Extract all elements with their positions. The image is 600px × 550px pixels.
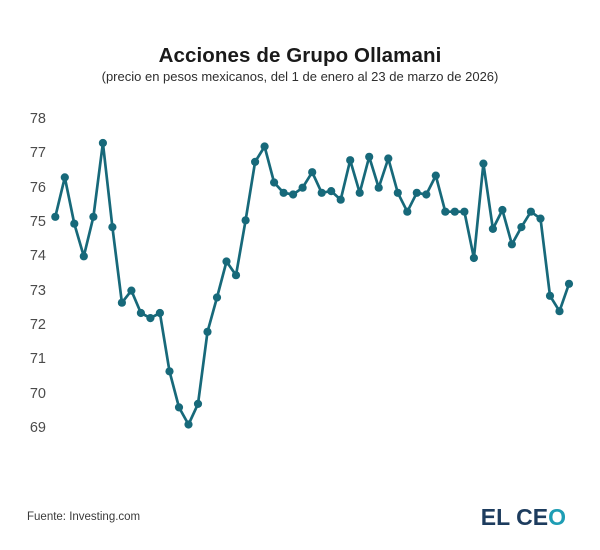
data-point	[374, 183, 383, 192]
data-point	[184, 420, 193, 429]
data-point	[165, 367, 174, 376]
data-point	[517, 223, 526, 232]
data-point	[212, 293, 222, 302]
data-point	[51, 212, 60, 221]
data-point	[146, 314, 155, 323]
el-ceo-logo: EL CEO	[481, 504, 566, 531]
data-point	[117, 298, 126, 307]
data-point	[308, 168, 317, 177]
data-point	[346, 156, 355, 165]
data-point	[336, 195, 345, 204]
data-point	[251, 157, 260, 166]
data-point	[155, 308, 164, 318]
price-line	[53, 141, 571, 426]
data-point	[488, 224, 497, 233]
data-point	[469, 253, 478, 263]
chart-subtitle: (precio en pesos mexicanos, del 1 de ene…	[101, 69, 499, 84]
y-tick-label: 72	[29, 316, 46, 333]
data-point	[174, 403, 184, 412]
y-tick-label: 70	[29, 385, 46, 402]
data-point	[108, 223, 117, 232]
data-point	[279, 188, 288, 197]
logo-text-teal: O	[548, 504, 566, 530]
data-point	[203, 327, 212, 336]
data-point	[193, 399, 203, 408]
data-point	[60, 173, 69, 182]
data-point	[536, 214, 545, 223]
data-point	[526, 207, 536, 216]
data-point	[317, 188, 326, 197]
y-tick-label: 69	[29, 419, 46, 436]
y-tick-label: 71	[29, 351, 46, 368]
y-tick-label: 75	[29, 213, 46, 230]
data-point	[393, 188, 402, 197]
data-point	[298, 183, 307, 192]
logo-text-navy: EL CE	[480, 504, 549, 530]
data-point	[89, 212, 98, 221]
data-point	[136, 308, 145, 318]
data-point	[327, 187, 336, 196]
y-tick-label: 78	[29, 111, 46, 127]
data-point	[222, 257, 231, 266]
data-point	[289, 190, 298, 199]
data-point	[270, 178, 279, 187]
data-point	[422, 190, 431, 199]
data-point	[460, 207, 469, 216]
data-point	[564, 279, 574, 288]
y-tick-label: 76	[29, 179, 46, 196]
data-point	[260, 142, 269, 151]
data-point	[441, 207, 450, 216]
data-point	[231, 271, 241, 280]
data-point	[79, 252, 88, 261]
data-point	[241, 216, 250, 225]
data-point	[403, 207, 412, 216]
data-point	[479, 159, 488, 168]
data-point	[127, 286, 136, 295]
data-point	[498, 205, 507, 215]
chart-title: Acciones de Grupo Ollamani	[158, 44, 442, 67]
source-attribution: Fuente: Investing.com	[27, 511, 141, 523]
data-point	[384, 154, 393, 163]
data-point	[365, 152, 374, 161]
data-point	[98, 138, 107, 148]
data-point	[70, 219, 79, 228]
data-point	[555, 307, 564, 316]
y-tick-label: 77	[29, 145, 46, 162]
data-point	[545, 291, 555, 300]
y-tick-label: 74	[29, 248, 46, 265]
data-point	[412, 188, 421, 197]
data-point	[450, 207, 459, 216]
data-point	[355, 188, 364, 197]
data-point	[431, 171, 440, 180]
y-tick-label: 73	[29, 282, 46, 299]
data-point	[507, 240, 516, 249]
